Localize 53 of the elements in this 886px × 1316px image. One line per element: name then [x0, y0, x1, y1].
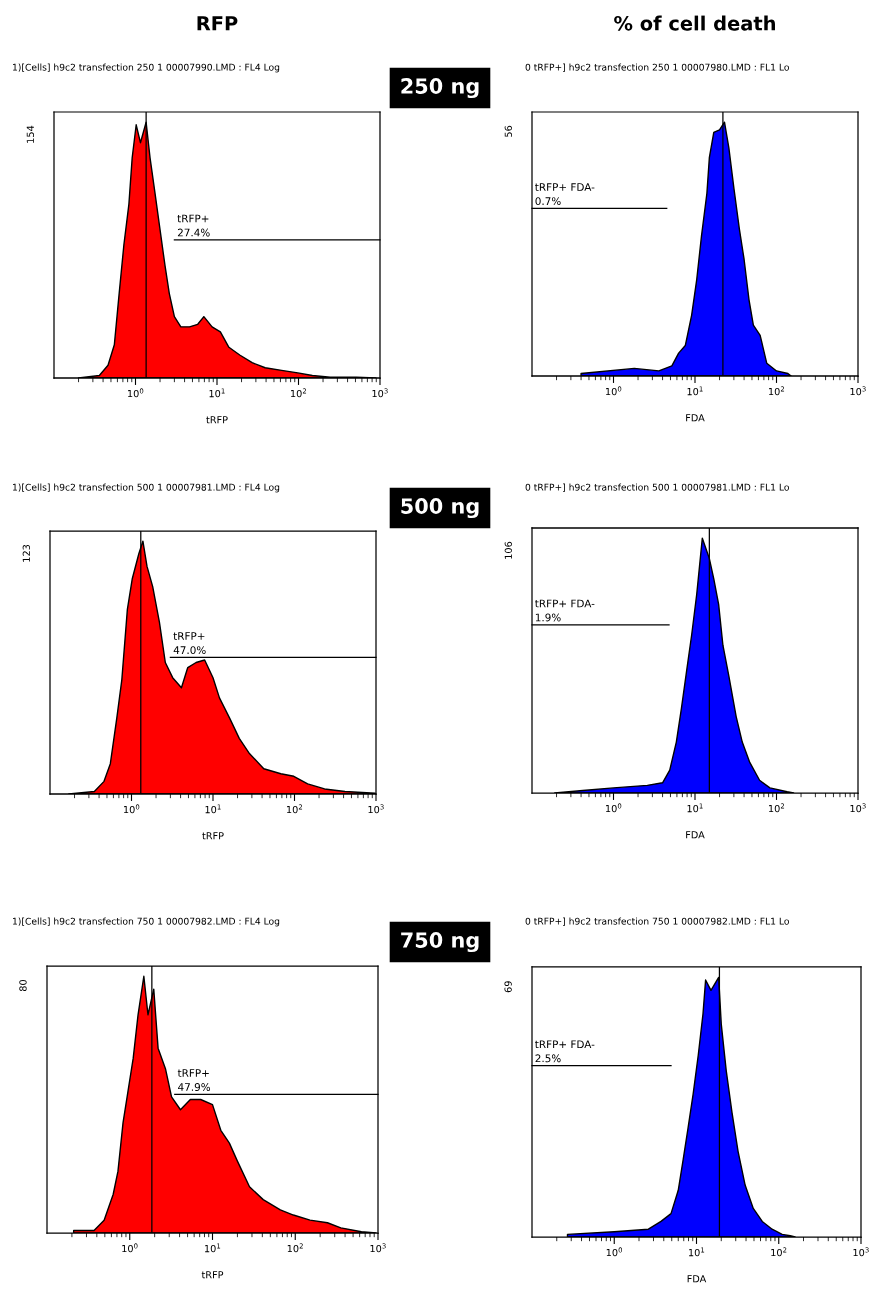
text: 250 ng	[401, 78, 479, 99]
chart-title: 1)[Cells] h9c2 transfection 250 1 00007990.LMD : FL4 Log	[13, 63, 280, 73]
x-tick-label: 10$^{3}$	[368, 804, 384, 814]
chart-title: 0 tRFP+] h9c2 transfection 250 1 00007980.LMD : FL1 Lo	[525, 63, 789, 72]
x-axis-title: FDA	[687, 1275, 707, 1283]
x-tick-label: 10$^{1}$	[205, 1243, 221, 1253]
x-tick-label: 10$^{2}$	[291, 388, 307, 398]
x-tick-label: 10$^{1}$	[687, 386, 703, 396]
chart-title: 0 tRFP+] h9c2 transfection 750 1 00007982.LMD : FL1 Lo	[525, 917, 789, 926]
x-tick-label: 10$^{2}$	[769, 803, 785, 813]
x-axis-title: tRFP	[206, 416, 228, 424]
x-tick-label: 10$^{1}$	[687, 803, 703, 813]
x-tick-label: 10$^{0}$	[606, 386, 622, 396]
x-tick-label: 10$^{3}$	[370, 1243, 386, 1253]
annotation: tRFP+ FDA- 0.7%	[535, 183, 595, 206]
text: RFP	[197, 16, 238, 31]
annotation: tRFP+ FDA- 2.5%	[535, 1040, 595, 1063]
x-tick-label: 10$^{2}$	[769, 386, 785, 396]
text: 123	[22, 544, 30, 562]
chart-title: 0 tRFP+] h9c2 transfection 500 1 00007981.LMD : FL1 Lo	[525, 483, 789, 492]
x-axis-title: tRFP	[202, 832, 224, 840]
x-tick-label: 10$^{0}$	[122, 1243, 138, 1253]
x-tick-label: 10$^{3}$	[372, 388, 388, 398]
x-tick-label: 10$^{3}$	[850, 386, 866, 396]
x-tick-label: 10$^{0}$	[606, 803, 622, 813]
annotation: tRFP+ 27.4%	[177, 214, 210, 237]
text: 106	[504, 541, 512, 559]
annotation: tRFP+ 47.9%	[177, 1069, 211, 1091]
x-tick-label: 10$^{0}$	[124, 804, 140, 814]
x-axis-title: FDA	[686, 831, 705, 839]
annotation: tRFP+ 47.0%	[173, 632, 206, 655]
text: 750 ng	[401, 932, 479, 953]
chart-title: 1)[Cells] h9c2 transfection 500 1 00007981.LMD : FL4 Log	[13, 483, 280, 493]
x-tick-label: 10$^{0}$	[606, 1247, 623, 1257]
x-tick-label: 10$^{1}$	[205, 804, 221, 814]
text: 154	[26, 125, 34, 143]
x-tick-label: 10$^{2}$	[287, 804, 303, 814]
x-tick-label: 10$^{3}$	[853, 1247, 869, 1257]
text: 500 ng	[401, 498, 479, 519]
text: % of cell death	[614, 15, 775, 31]
x-tick-label: 10$^{3}$	[850, 803, 866, 813]
text: 56	[504, 125, 512, 137]
x-tick-label: 10$^{1}$	[209, 388, 225, 398]
x-axis-title: FDA	[686, 414, 705, 422]
text: 69	[504, 981, 512, 993]
annotation: tRFP+ FDA- 1.9%	[535, 599, 595, 622]
x-tick-label: 10$^{2}$	[771, 1247, 787, 1257]
x-axis-title: tRFP	[201, 1271, 224, 1279]
text: 80	[19, 980, 27, 992]
x-tick-label: 10$^{0}$	[128, 388, 144, 398]
x-tick-label: 10$^{1}$	[689, 1247, 705, 1257]
x-tick-label: 10$^{2}$	[287, 1243, 303, 1253]
chart-title: 1)[Cells] h9c2 transfection 750 1 00007982.LMD : FL4 Log	[13, 917, 280, 927]
